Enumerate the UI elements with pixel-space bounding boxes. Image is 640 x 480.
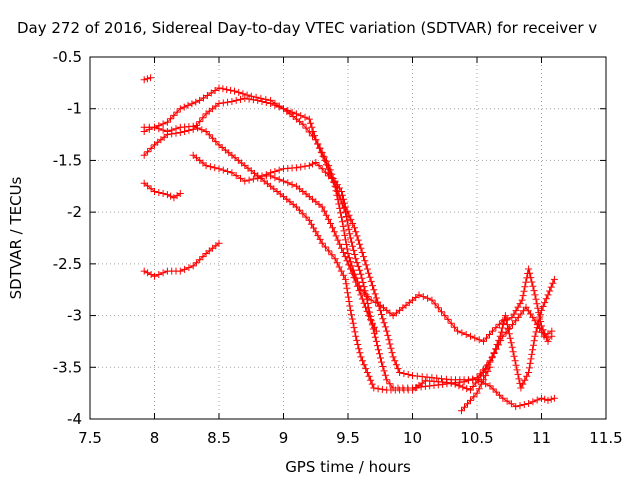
y-tick-label: -4 <box>67 410 82 428</box>
series-9 <box>458 363 494 415</box>
x-tick-label: 10 <box>403 429 422 447</box>
series-6 <box>140 179 184 202</box>
chart-title: Day 272 of 2016, Sidereal Day-to-day VTE… <box>17 19 597 37</box>
series-markers <box>254 172 380 335</box>
y-tick-label: -2.5 <box>53 255 82 273</box>
series-markers <box>140 179 184 202</box>
series-markers <box>140 74 155 84</box>
series-5 <box>189 151 558 411</box>
series-8 <box>254 172 380 335</box>
series-markers <box>458 363 494 415</box>
y-tick-label: -3 <box>67 307 82 325</box>
series-3 <box>140 122 558 394</box>
y-tick-labels: -0.5 -1 -1.5 -2 -2.5 -3 -3.5 -4 <box>53 48 82 428</box>
x-tick-label: 8.5 <box>207 429 231 447</box>
x-tick-label: 9 <box>279 429 289 447</box>
y-tick-label: -0.5 <box>53 48 82 66</box>
y-tick-label: -1.5 <box>53 151 82 169</box>
y-tick-label: -1 <box>67 100 82 118</box>
plot-frame <box>89 56 607 420</box>
series-markers <box>140 122 558 394</box>
x-axis-label: GPS time / hours <box>285 458 411 476</box>
x-tick-label: 9.5 <box>336 429 360 447</box>
series-line <box>257 175 377 332</box>
x-tick-labels: 7.5 8 8.5 9 9.5 10 10.5 11 11.5 <box>78 429 623 447</box>
series-markers <box>189 151 558 411</box>
series-7 <box>140 239 223 280</box>
x-tick-label: 11 <box>532 429 551 447</box>
x-tick-label: 11.5 <box>589 429 622 447</box>
y-axis-label: SDTVAR / TECUs <box>7 176 25 299</box>
data-series <box>140 74 558 415</box>
x-tick-label: 7.5 <box>78 429 102 447</box>
series-markers <box>140 239 223 280</box>
y-tick-label: -2 <box>67 203 82 221</box>
series-1 <box>140 74 155 84</box>
x-tick-label: 8 <box>150 429 160 447</box>
x-tick-label: 10.5 <box>460 429 493 447</box>
y-tick-label: -3.5 <box>53 358 82 376</box>
